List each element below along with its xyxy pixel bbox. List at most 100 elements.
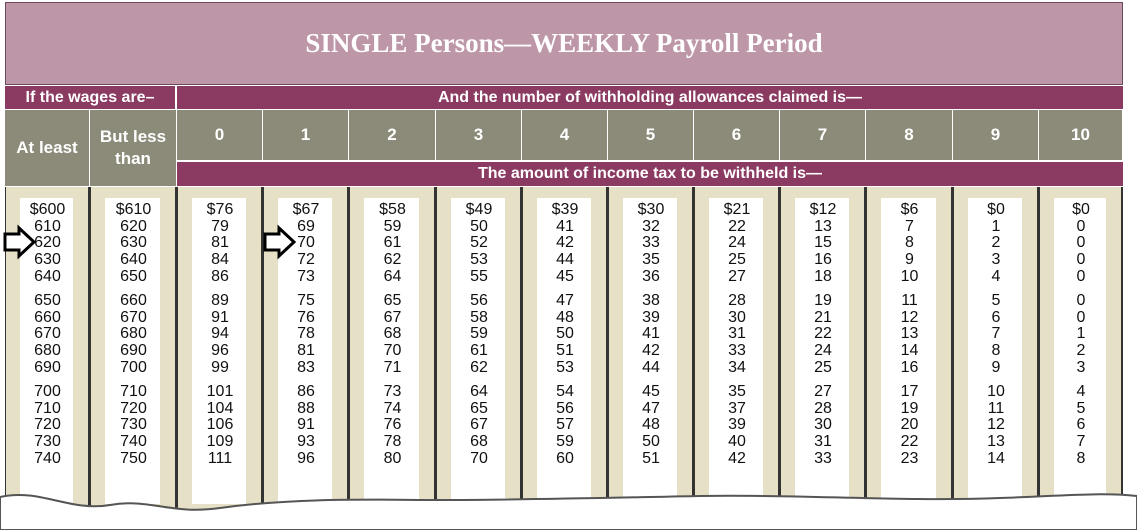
cell: 1 — [1076, 325, 1086, 343]
cell: 2 — [991, 234, 1001, 252]
cell: 73 — [383, 383, 402, 400]
cell: 690 — [120, 342, 147, 360]
cell: 630 — [120, 234, 147, 252]
cell: 13 — [900, 325, 919, 343]
cell: 19 — [814, 292, 832, 309]
cell: 70 — [297, 234, 315, 252]
cell: 111 — [207, 449, 233, 467]
column-strip — [623, 198, 677, 504]
cell: 22 — [900, 433, 919, 451]
cell: 57 — [556, 416, 574, 434]
column-strip — [20, 198, 73, 504]
cell: 14 — [900, 342, 919, 360]
cell: 0 — [1076, 251, 1086, 269]
cell: 74 — [383, 399, 402, 417]
cell: $58 — [379, 201, 406, 218]
cell: 61 — [383, 234, 402, 252]
cell: 740 — [34, 449, 61, 467]
cell: 109 — [206, 433, 234, 451]
cell: 79 — [211, 217, 229, 235]
cell: 42 — [642, 342, 660, 360]
cell: 720 — [120, 399, 147, 417]
cell: 45 — [556, 267, 574, 285]
cell: 6 — [1076, 416, 1086, 434]
cell: 39 — [728, 416, 746, 434]
cell: 720 — [34, 416, 61, 434]
cell: 65 — [383, 292, 402, 309]
column-header: But less than — [90, 110, 177, 186]
cell: 86 — [211, 267, 229, 285]
cell: $600 — [29, 201, 66, 218]
cell: 78 — [383, 433, 402, 451]
cell: 13 — [987, 433, 1005, 451]
cell: $67 — [292, 201, 320, 218]
cell: 670 — [120, 308, 147, 326]
cell: 700 — [120, 358, 147, 376]
cell: 33 — [642, 234, 660, 252]
column-strip — [968, 198, 1022, 504]
cell: 5 — [1076, 399, 1086, 417]
cell: 40 — [728, 433, 746, 451]
cell: 0 — [1076, 308, 1086, 326]
cell: 9 — [905, 251, 914, 269]
cell: 78 — [297, 325, 315, 343]
cell: 81 — [211, 234, 229, 252]
cell: 620 — [34, 234, 61, 252]
cell: 12 — [900, 308, 919, 326]
cell: 54 — [556, 383, 574, 400]
cell: 67 — [383, 308, 402, 326]
allowance-header: 7 — [780, 110, 866, 160]
column-strip — [1054, 198, 1106, 504]
cell: 52 — [470, 234, 488, 252]
allowance-header: 8 — [866, 110, 953, 160]
cell: 35 — [642, 251, 660, 269]
cell: 710 — [34, 399, 61, 417]
cell: 42 — [556, 234, 574, 252]
cell: 60 — [556, 449, 574, 467]
cell: 11 — [901, 292, 918, 309]
cell: 17 — [900, 383, 919, 400]
cell: 3 — [1076, 358, 1086, 376]
cell: 620 — [120, 217, 147, 235]
cell: 70 — [470, 449, 488, 467]
cell: 690 — [34, 358, 61, 376]
cell: 48 — [642, 416, 660, 434]
cell: 22 — [814, 325, 832, 343]
cell: 670 — [34, 325, 61, 343]
cell: 27 — [814, 383, 832, 400]
cell: 0 — [1076, 217, 1086, 235]
cell: 62 — [470, 358, 488, 376]
cell: 4 — [1076, 383, 1086, 400]
cell: $12 — [809, 201, 837, 218]
cell: 69 — [297, 217, 315, 235]
cell: 89 — [211, 292, 229, 309]
cell: 32 — [642, 217, 660, 235]
cell: 101 — [206, 383, 234, 400]
cell: 700 — [34, 383, 61, 400]
cell: 96 — [297, 449, 315, 467]
cell: 28 — [814, 399, 832, 417]
cell: 630 — [34, 251, 61, 269]
cell: 81 — [297, 342, 315, 360]
cell: $76 — [206, 201, 234, 218]
cell: 10 — [900, 267, 919, 285]
cell: $0 — [1072, 201, 1090, 218]
cell: 76 — [297, 308, 315, 326]
cell: 8 — [1076, 449, 1086, 467]
cell: 33 — [814, 449, 832, 467]
column-strip — [451, 198, 505, 504]
cell: $21 — [723, 201, 751, 218]
cell: 31 — [728, 325, 746, 343]
cell: 76 — [383, 416, 402, 434]
allowance-header: 6 — [694, 110, 780, 160]
cell: 91 — [211, 308, 229, 326]
cell: 64 — [383, 267, 402, 285]
column-strip — [537, 198, 591, 504]
cell: 30 — [814, 416, 832, 434]
cell: 64 — [470, 383, 488, 400]
allowance-header: 5 — [608, 110, 694, 160]
cell: 20 — [900, 416, 919, 434]
cell: 35 — [728, 383, 746, 400]
cell: $39 — [551, 201, 579, 218]
